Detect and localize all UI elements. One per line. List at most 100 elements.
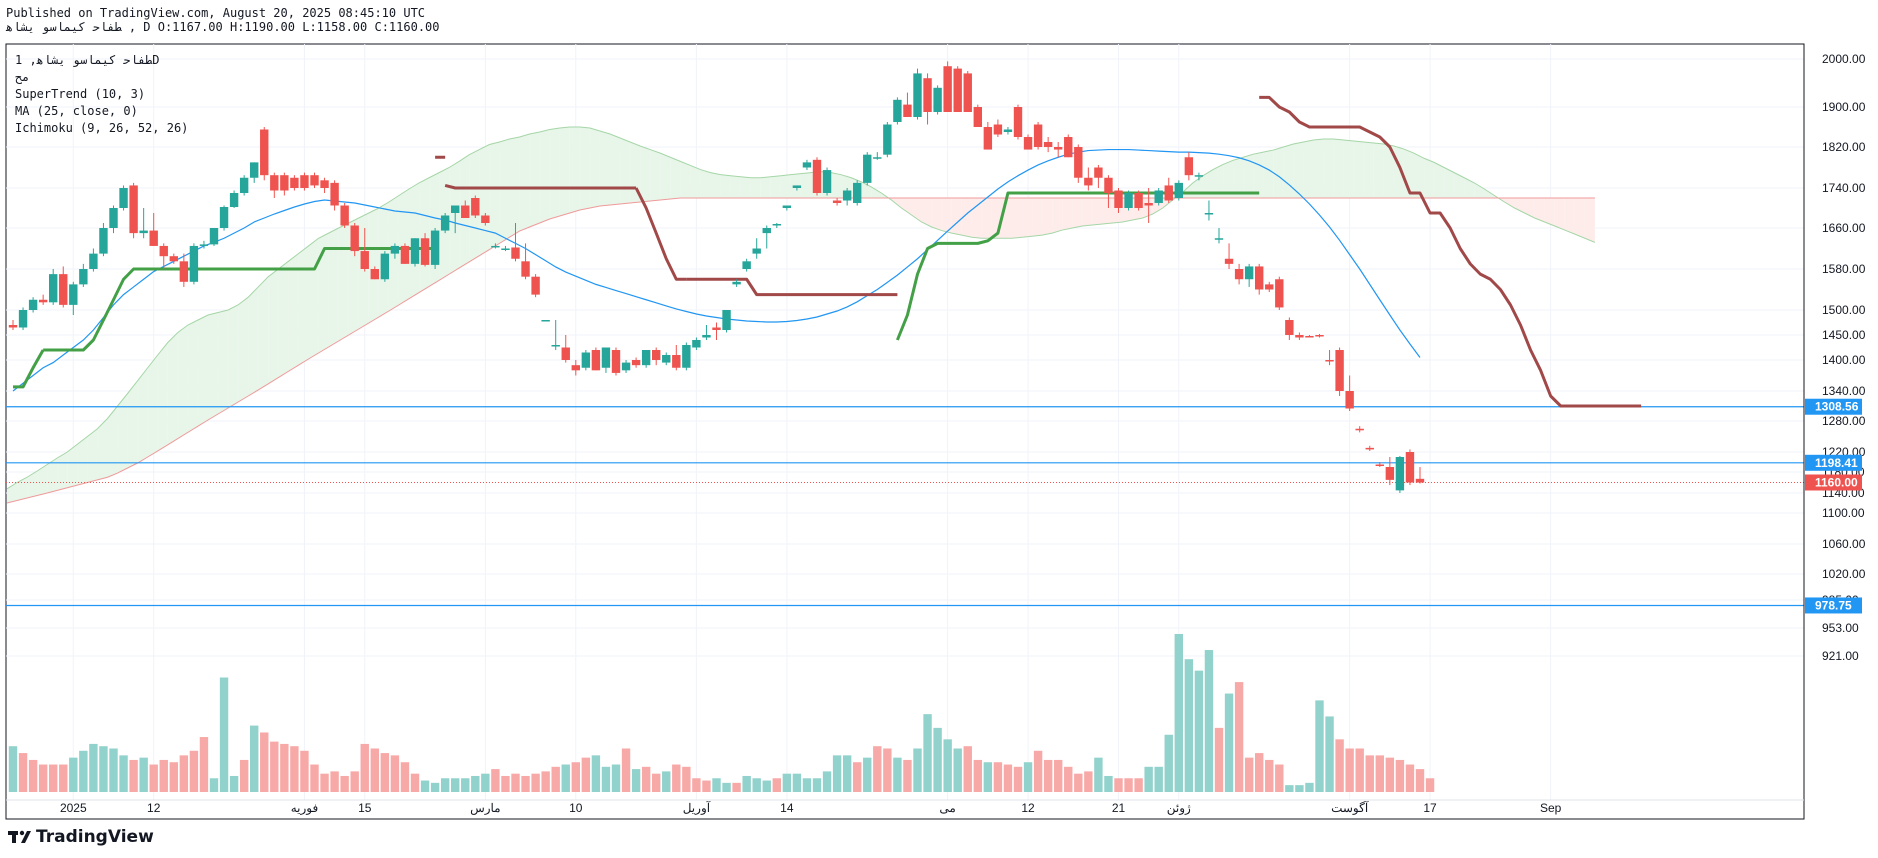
volume-bar (1204, 650, 1214, 792)
volume-bar (993, 762, 1003, 792)
candle-body (400, 245, 410, 264)
volume-bar (350, 771, 359, 792)
candle-body (1405, 452, 1415, 483)
cloud-segment (358, 213, 369, 329)
candle-body (330, 182, 339, 206)
candle-body (1305, 336, 1314, 338)
time-tick-label: 12 (1021, 801, 1035, 815)
candle-body (611, 350, 621, 373)
cloud-segment (1484, 189, 1495, 198)
cloud-segment (519, 134, 530, 232)
candle-body (1124, 193, 1133, 208)
candle-body (18, 310, 28, 328)
cloud-segment (1223, 160, 1234, 198)
volume-bar (832, 755, 842, 792)
volume-bar (1114, 778, 1123, 792)
candle-body (1033, 124, 1043, 147)
cloud-segment (268, 269, 279, 384)
volume-bar (1104, 775, 1113, 792)
cloud-segment (1233, 157, 1244, 198)
cloud-segment (338, 223, 349, 341)
cloud-segment (278, 261, 289, 378)
candle-body (641, 350, 651, 366)
cloud-segment (479, 144, 490, 256)
legend-ichimoku[interactable]: Ichimoku (9, 26, 52, 26) (15, 121, 189, 135)
volume-bar (943, 739, 952, 792)
candle-body (340, 205, 349, 226)
volume-bar (571, 762, 580, 792)
tradingview-icon (8, 830, 31, 843)
volume-bars (8, 633, 1435, 792)
last-price-label: 1160.00 (1815, 476, 1858, 490)
volume-bar (531, 773, 540, 792)
level-1308-label: 1308.56 (1815, 400, 1859, 414)
candle-body (179, 261, 189, 282)
legend-ma[interactable]: MA (25, close, 0) (15, 104, 138, 118)
volume-bar (400, 762, 410, 792)
cloud-segment (1253, 152, 1264, 198)
volume-bar (581, 757, 591, 792)
level-1308-badge (1805, 398, 1862, 415)
cloud-segment (660, 153, 671, 200)
cloud-segment (1082, 198, 1093, 226)
cloud-segment (67, 444, 78, 488)
volume-bar (420, 780, 430, 792)
cloud-segment (831, 172, 842, 198)
volume-bar (1295, 785, 1304, 792)
candle-body (280, 175, 289, 191)
candle-body (219, 207, 229, 228)
time-tick-label: 17 (1423, 801, 1437, 815)
time-tick-label: ﻣﺎﺭﺱ (470, 801, 501, 815)
supertrend-down (444, 183, 637, 190)
chart-frame (5, 43, 1805, 820)
volume-bar (953, 748, 962, 792)
candle-body (973, 107, 982, 127)
candle-body (832, 200, 842, 203)
volume-bar (79, 750, 88, 792)
volume-bar (481, 773, 490, 792)
legend-supertrend[interactable]: SuperTrend (10, 3) (15, 87, 146, 101)
candle-body (38, 299, 48, 303)
cloud-segment (670, 157, 681, 199)
cloud-segment (750, 177, 761, 198)
cloud-segment (589, 128, 600, 208)
candle-body (1415, 478, 1425, 483)
volume-bar (219, 677, 229, 792)
volume-bar (1023, 762, 1033, 792)
cloud-segment (720, 174, 731, 198)
volume-bar (320, 773, 329, 792)
cloud-segment (650, 149, 661, 201)
cloud-segment (1434, 162, 1445, 198)
volume-bar (250, 725, 259, 792)
candle-body (250, 162, 259, 178)
volume-bar (1164, 734, 1173, 792)
candle-body (1355, 428, 1364, 431)
candle-body (792, 185, 802, 188)
volume-bar (280, 743, 289, 792)
level-978-label: 978.75 (1815, 598, 1852, 612)
volume-bar (1124, 778, 1133, 792)
volume-bar (310, 764, 319, 792)
candle-body (742, 261, 751, 269)
cloud-segment (941, 198, 952, 234)
candle-body (812, 159, 822, 193)
candle-body (732, 281, 741, 285)
cloud-segment (1544, 198, 1555, 226)
candle-body (752, 248, 761, 254)
volume-bar (1375, 755, 1384, 792)
volume-bar (451, 778, 460, 792)
candle-body (1214, 238, 1224, 240)
cloud-segment (1373, 143, 1384, 198)
candle-body (320, 180, 329, 188)
cloud-segment (1283, 144, 1294, 198)
legend-symbol: ﻄﻔﺎﺣ ﮐﯿﻤﺎﺳﻮ ﻳﺸﺎﻫ, 1D (15, 53, 160, 67)
candle-body (300, 175, 309, 188)
candle-body (471, 198, 480, 216)
candle-body (1164, 185, 1173, 201)
cloud-segment (599, 131, 610, 206)
cloud-segment (549, 128, 560, 219)
tradingview-logo[interactable]: TradingView (8, 827, 154, 847)
candle-body (953, 68, 962, 112)
volume-bar (702, 780, 711, 792)
